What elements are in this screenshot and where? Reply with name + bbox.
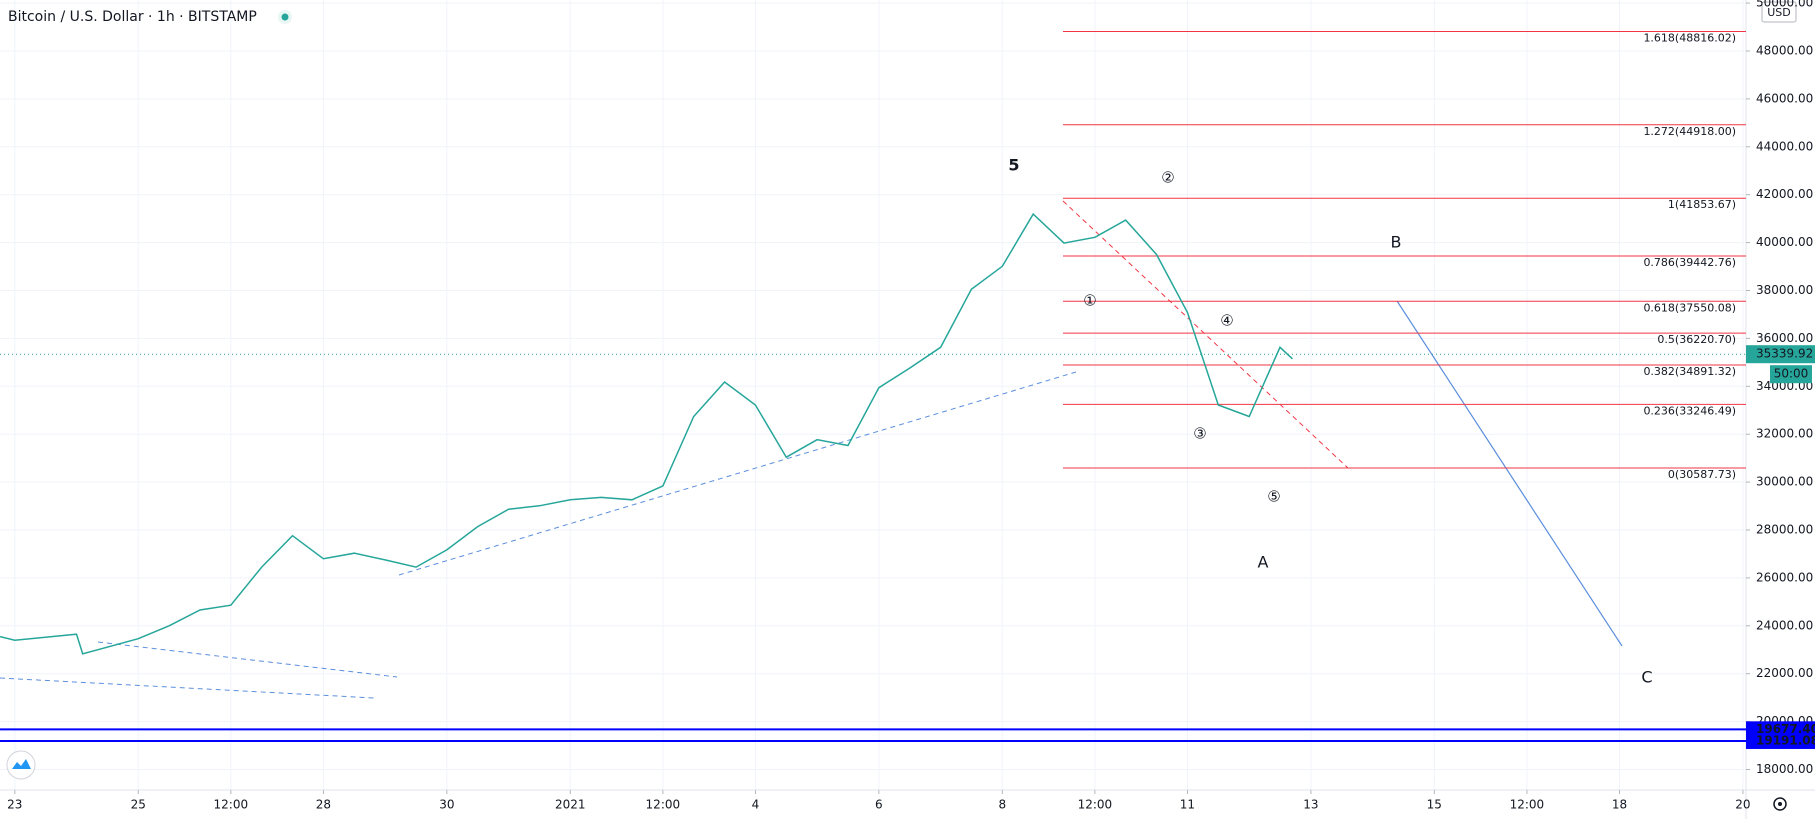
wave-label: 5 (1008, 156, 1019, 175)
wave-label: ④ (1220, 312, 1233, 330)
y-tick-label: 28000.00 (1756, 522, 1813, 536)
wave-label: ② (1161, 169, 1174, 187)
wave-label: ③ (1193, 425, 1206, 443)
fib-label: 1.272(44918.00) (1643, 125, 1736, 138)
projection-line (1396, 300, 1623, 647)
fib-label: 0.382(34891.32) (1643, 365, 1736, 378)
fib-label: 0(30587.73) (1668, 468, 1736, 481)
level-label: 19191.08 (1756, 733, 1815, 747)
x-tick-label: 13 (1303, 798, 1318, 812)
fib-label: 0.786(39442.76) (1643, 256, 1736, 269)
x-tick-label: 12:00 (214, 798, 249, 812)
y-tick-label: 36000.00 (1756, 331, 1813, 345)
fib-label: 1.618(48816.02) (1643, 31, 1736, 44)
wave-label: ⑤ (1267, 488, 1280, 506)
x-tick-label: 6 (875, 798, 883, 812)
x-tick-label: 8 (998, 798, 1006, 812)
x-tick-label: 12:00 (1510, 798, 1545, 812)
fib-label: 0.5(36220.70) (1657, 333, 1736, 346)
wave-label: ① (1083, 292, 1096, 310)
chart-title: Bitcoin / U.S. Dollar · 1h · BITSTAMP (8, 9, 257, 25)
y-tick-label: 22000.00 (1756, 666, 1813, 680)
x-tick-label: 11 (1180, 798, 1195, 812)
trend-line (1062, 200, 1349, 469)
y-tick-label: 48000.00 (1756, 43, 1813, 57)
x-tick-label: 12:00 (646, 798, 681, 812)
currency: USD (1767, 6, 1791, 19)
last-price-label: 35339.92 (1756, 347, 1813, 361)
y-tick-label: 44000.00 (1756, 139, 1813, 153)
x-tick-label: 28 (316, 798, 331, 812)
logo[interactable] (6, 750, 36, 780)
currency-box[interactable] (1761, 1, 1797, 23)
y-tick-label: 30000.00 (1756, 475, 1813, 489)
y-tick-label: 42000.00 (1756, 187, 1813, 201)
y-tick-label: 50000.00 (1756, 0, 1813, 10)
countdown: 50:00 (1774, 367, 1809, 381)
price-line (0, 212, 1293, 655)
wave-label: A (1258, 553, 1269, 572)
fib-label: 0.236(33246.49) (1643, 404, 1736, 417)
y-tick-label: 32000.00 (1756, 427, 1813, 441)
fib-label: 1(41853.67) (1668, 198, 1736, 211)
y-tick-label: 26000.00 (1756, 570, 1813, 584)
x-tick-label: 20 (1735, 798, 1750, 812)
level-label-box (1746, 732, 1815, 749)
y-tick-label: 18000.00 (1756, 762, 1813, 776)
logo-icon (12, 759, 31, 769)
y-tick-label: 46000.00 (1756, 91, 1813, 105)
grid (0, 0, 1746, 790)
last-price-box (1746, 345, 1815, 364)
x-tick-label: 12:00 (1078, 798, 1113, 812)
countdown-box (1770, 365, 1812, 384)
x-tick-label: 23 (7, 798, 22, 812)
wave-label: C (1641, 668, 1652, 687)
trend-line (398, 371, 1077, 576)
settings-icon[interactable] (1773, 797, 1787, 811)
x-tick-label: 15 (1427, 798, 1442, 812)
x-tick-label: 2021 (555, 798, 586, 812)
fib-label: 0.618(37550.08) (1643, 301, 1736, 314)
settings-icon-center (1778, 802, 1782, 806)
x-tick-label: 30 (439, 798, 454, 812)
level-label: 19677.40 (1756, 722, 1815, 736)
status-dot (281, 13, 289, 21)
y-tick-label: 38000.00 (1756, 283, 1813, 297)
x-tick-label: 18 (1612, 798, 1627, 812)
wave-label: B (1391, 233, 1402, 252)
x-tick-label: 4 (752, 798, 760, 812)
x-tick-label: 25 (131, 798, 146, 812)
y-tick-label: 40000.00 (1756, 235, 1813, 249)
trend-lines (0, 200, 1623, 699)
y-tick-label: 24000.00 (1756, 618, 1813, 632)
